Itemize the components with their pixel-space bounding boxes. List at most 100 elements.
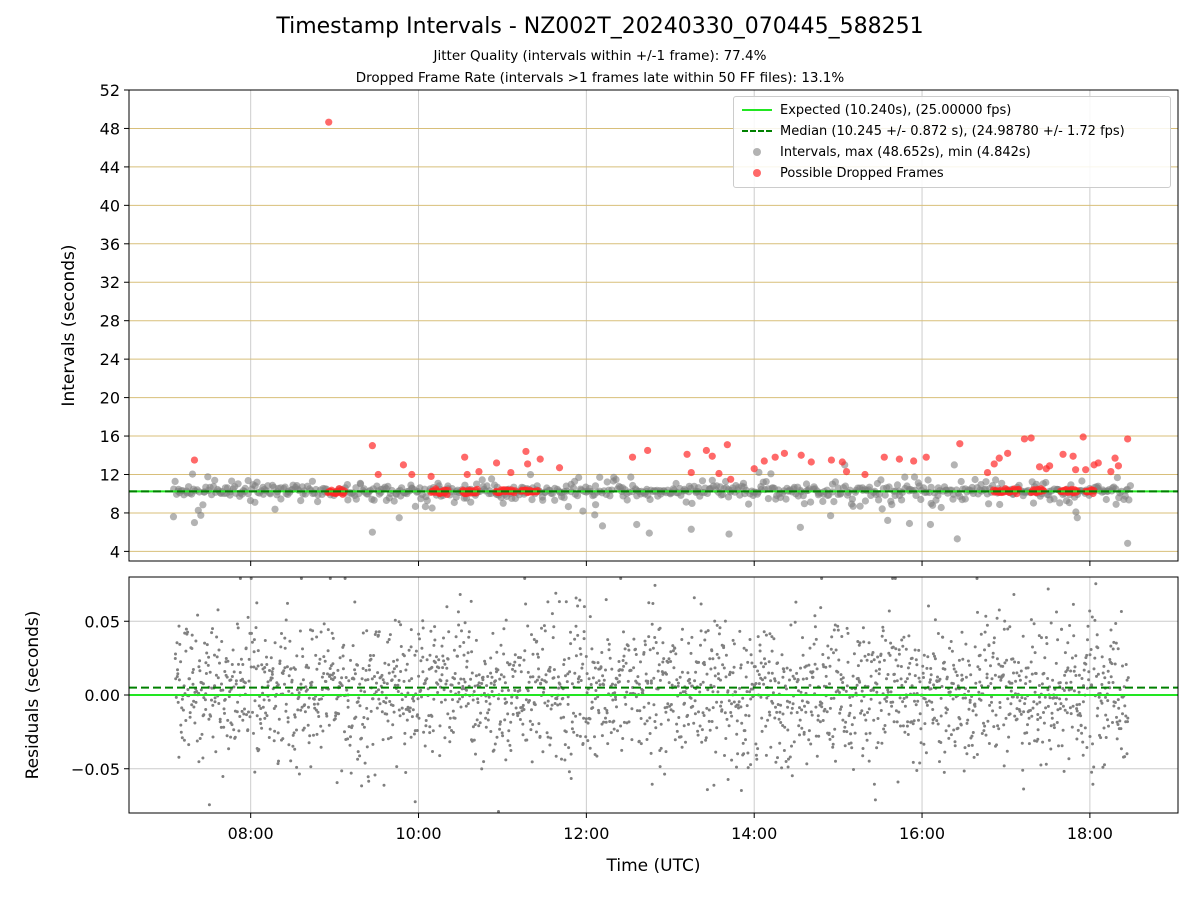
residual-point [507, 729, 511, 733]
residual-point [861, 754, 865, 758]
residual-point [380, 673, 384, 677]
residual-point [882, 727, 886, 731]
residual-point [1115, 737, 1119, 741]
residual-point [654, 641, 658, 644]
residual-point [477, 681, 481, 685]
residual-point [343, 730, 346, 734]
residual-point [938, 760, 941, 764]
residual-point [593, 666, 597, 670]
residual-point [232, 670, 236, 674]
residual-point [590, 647, 594, 651]
residual-point [176, 672, 180, 676]
residual-point [283, 682, 286, 686]
residual-point [867, 641, 871, 645]
dropped-frame-point [461, 453, 469, 461]
residual-point [498, 677, 502, 681]
residual-point [506, 661, 509, 665]
residual-point [839, 705, 843, 709]
interval-point [937, 503, 945, 512]
residual-point [478, 721, 482, 725]
residual-point [805, 677, 809, 681]
residual-point [408, 710, 412, 713]
residual-point [449, 689, 453, 693]
residual-point [741, 696, 745, 700]
residual-point [717, 656, 721, 660]
residual-point [1090, 770, 1094, 774]
residual-point [230, 723, 234, 727]
residual-point [1043, 656, 1047, 660]
residual-point [840, 635, 844, 638]
residual-point [900, 683, 904, 687]
residual-point [991, 655, 995, 659]
residual-point [833, 727, 837, 731]
residual-point [459, 677, 463, 681]
residual-point [864, 732, 868, 736]
residual-point [1042, 671, 1046, 675]
residual-point [717, 632, 721, 636]
residual-point [1109, 675, 1113, 679]
residual-point [253, 770, 257, 774]
residual-point [437, 658, 441, 662]
residual-point [388, 633, 392, 637]
residual-point [1056, 708, 1060, 712]
residual-point [498, 722, 502, 726]
residual-point [582, 637, 586, 641]
residual-point [426, 687, 430, 691]
residual-point [757, 682, 761, 686]
residual-point [740, 721, 744, 725]
residual-point [720, 708, 724, 712]
residual-point [241, 663, 245, 666]
residual-point [264, 711, 268, 715]
residual-point [573, 637, 577, 641]
interval-point [188, 470, 197, 478]
residual-point [191, 671, 195, 674]
residual-point [428, 725, 432, 729]
residual-point [615, 705, 618, 709]
residual-point [442, 688, 446, 692]
residual-point [284, 702, 288, 706]
residual-point [231, 648, 235, 652]
residual-point [678, 675, 682, 679]
interval-point [368, 528, 376, 536]
residual-point [612, 719, 616, 723]
residual-point [763, 676, 767, 680]
residual-point [905, 724, 909, 728]
residual-point [1087, 678, 1091, 682]
residual-point [395, 664, 399, 668]
residual-point [243, 707, 246, 711]
residual-point [604, 668, 607, 672]
residual-point [221, 775, 225, 778]
residual-point [922, 653, 926, 657]
residual-point [281, 672, 285, 675]
residual-point [285, 665, 289, 669]
residual-point [1023, 697, 1027, 701]
residual-point [819, 606, 823, 610]
residual-point [901, 700, 905, 704]
residual-point [445, 666, 449, 670]
residual-point [192, 699, 196, 703]
interval-point [865, 483, 874, 491]
residual-point [320, 675, 324, 679]
residual-point [392, 667, 396, 671]
residual-point [446, 657, 450, 661]
residual-point [453, 677, 456, 681]
residual-point [1125, 752, 1129, 756]
residual-point [284, 618, 288, 622]
residual-point [917, 718, 920, 722]
residual-point [367, 664, 371, 668]
residual-point [333, 717, 337, 721]
residual-point [653, 636, 657, 639]
intervals-plot-frame [128, 89, 1179, 562]
residual-point [798, 718, 802, 722]
residual-point [541, 647, 545, 651]
interval-point [603, 478, 611, 486]
residual-point [441, 666, 445, 670]
residual-point [300, 705, 304, 709]
residual-point [987, 644, 991, 648]
residual-point [877, 672, 881, 676]
residual-point [526, 689, 530, 693]
dropped-frame-point [368, 442, 376, 450]
residual-point [894, 647, 898, 651]
residual-point [490, 690, 494, 693]
residual-point [917, 648, 921, 652]
